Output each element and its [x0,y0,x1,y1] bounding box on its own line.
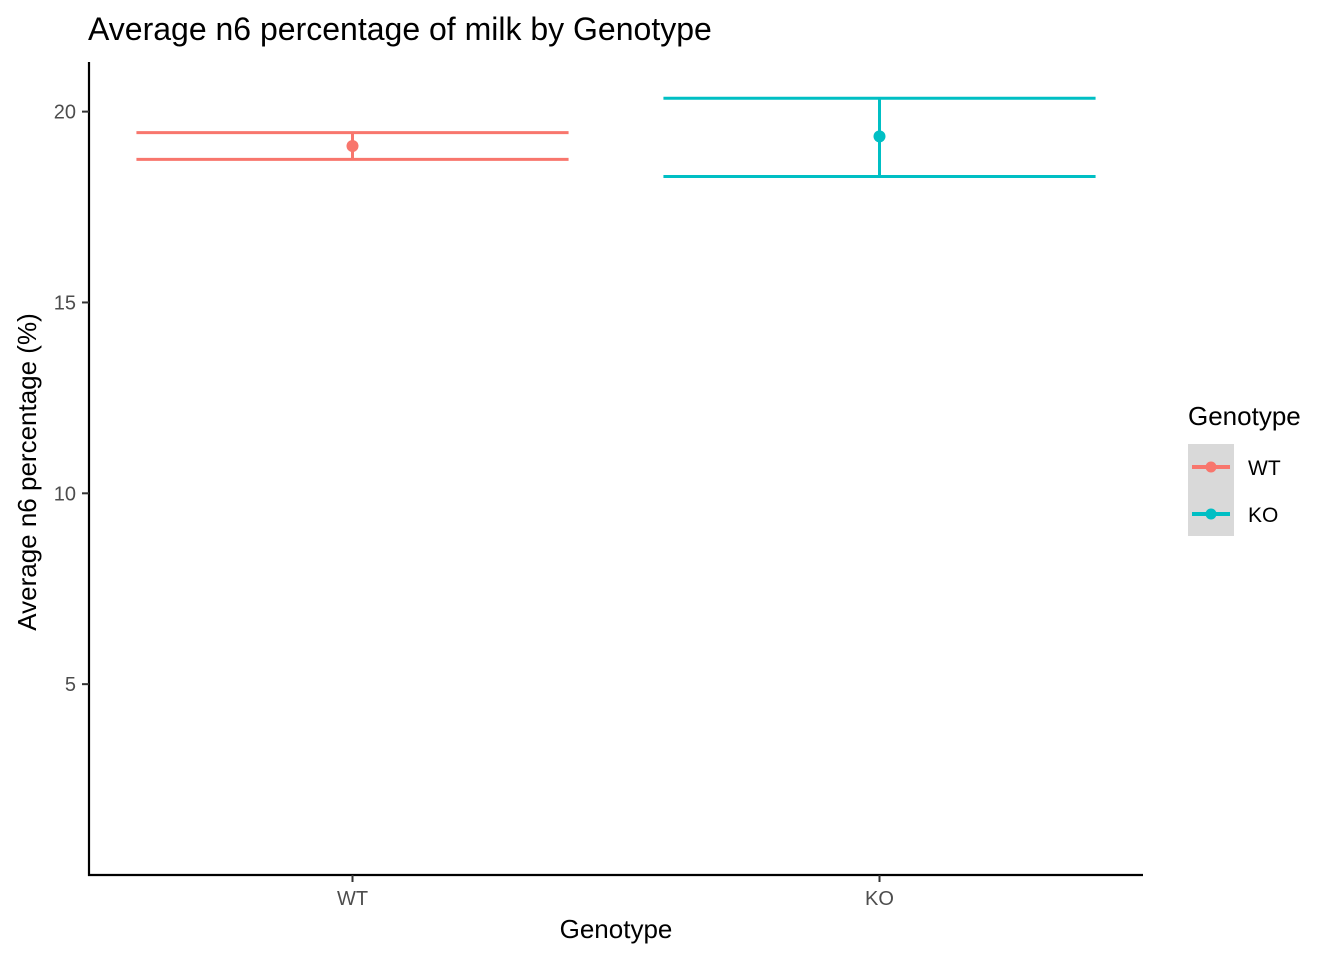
y-tick-label: 5 [65,674,76,696]
y-axis-title: Average n6 percentage (%) [12,313,42,631]
mean-point [873,130,886,143]
legend-key-point [1205,508,1217,520]
x-tick-label: KO [865,888,894,910]
y-tick-label: 20 [54,102,76,124]
legend-key-background [1188,444,1234,536]
y-tick-label: 10 [54,483,76,505]
plot-panel: 5 10 15 20 WT KO [54,62,1143,910]
y-tick-label: 15 [54,292,76,314]
legend: Genotype WT KO [1188,401,1301,536]
legend-key-point [1205,461,1217,473]
series-wt [136,131,569,161]
x-axis-title: Genotype [560,914,673,944]
x-tick-label: WT [337,888,368,910]
chart-title: Average n6 percentage of milk by Genotyp… [88,11,712,47]
legend-label-wt: WT [1248,457,1281,480]
legend-title: Genotype [1188,401,1301,431]
mean-point [346,139,359,152]
series-ko [663,96,1096,179]
legend-label-ko: KO [1248,504,1278,527]
